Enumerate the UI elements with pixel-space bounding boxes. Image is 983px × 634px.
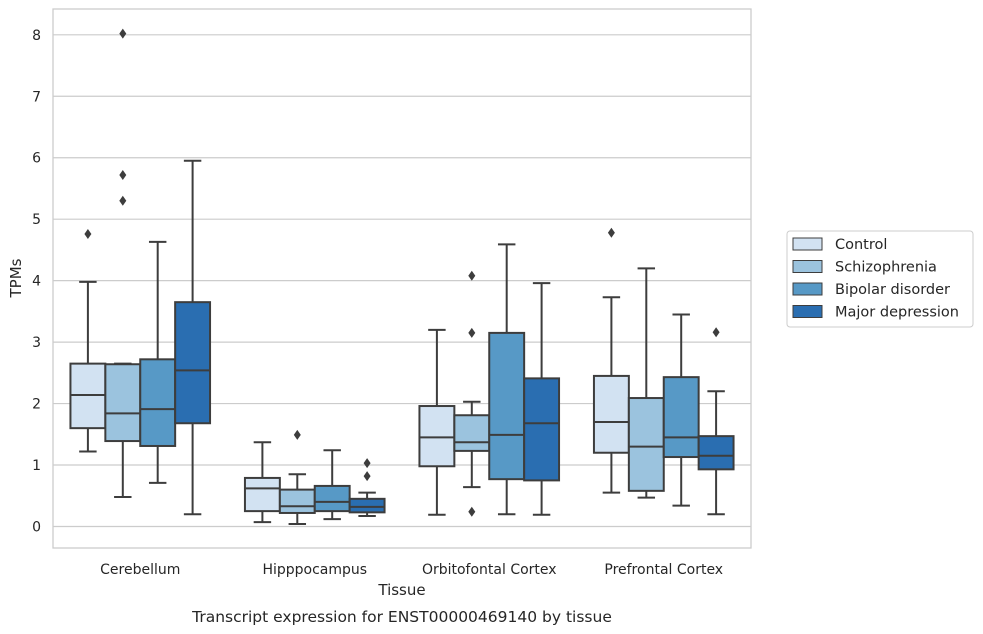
- legend-label: Bipolar disorder: [835, 282, 950, 298]
- legend-swatch: [792, 237, 823, 251]
- iqr-box: [523, 377, 561, 482]
- iqr-box: [313, 484, 351, 513]
- y-tick-label: 8: [32, 28, 41, 44]
- legend-frame: [786, 230, 974, 328]
- iqr-box: [104, 363, 142, 443]
- outlier-point: [468, 506, 476, 517]
- iqr-box: [453, 414, 491, 452]
- y-tick-label: 4: [32, 274, 41, 290]
- outlier-point: [363, 458, 371, 469]
- x-tick-label: Hipppocampus: [262, 562, 367, 578]
- box-groups: [69, 28, 735, 526]
- x-tick-label: Prefrontal Cortex: [604, 562, 723, 578]
- legend-swatch: [792, 282, 823, 296]
- box-group: [418, 243, 561, 517]
- outlier-point: [607, 227, 615, 238]
- iqr-box: [418, 405, 456, 468]
- y-tick-label: 0: [32, 519, 41, 535]
- y-axis-label: TPMs: [7, 258, 25, 298]
- y-tick-label: 5: [32, 212, 41, 228]
- iqr-box: [243, 476, 281, 513]
- legend-swatch: [792, 260, 823, 273]
- iqr-box: [348, 497, 386, 514]
- outlier-point: [119, 195, 127, 206]
- outlier-point: [712, 327, 720, 338]
- outlier-point: [363, 471, 371, 482]
- y-tick-labels: 0 1 2 3 4 5 6 7 8: [32, 28, 41, 536]
- box-group: [592, 227, 735, 516]
- legend-swatch: [792, 305, 823, 318]
- y-tick-label: 2: [32, 397, 41, 413]
- iqr-box: [697, 435, 735, 471]
- outlier-point: [468, 327, 476, 338]
- legend-label: Major depression: [835, 305, 959, 321]
- x-tick-labels: Cerebellum Hipppocampus Orbitofontal Corte…: [100, 562, 723, 578]
- box-group: [69, 28, 212, 516]
- outlier-point: [468, 270, 476, 281]
- box-group: [243, 429, 386, 526]
- outlier-point: [84, 228, 92, 239]
- outlier-point: [293, 429, 301, 440]
- y-tick-label: 1: [32, 458, 41, 474]
- iqr-box: [592, 374, 630, 454]
- legend: Control Schizophrenia Bipolar disorder Majo…: [786, 230, 974, 328]
- y-tick-label: 6: [32, 151, 41, 167]
- plot-area-frame: [52, 8, 752, 549]
- outlier-point: [119, 169, 127, 180]
- y-tick-label: 3: [32, 335, 41, 351]
- iqr-box: [662, 376, 700, 459]
- iqr-box: [278, 488, 316, 514]
- x-tick-label: Orbitofontal Cortex: [422, 562, 557, 578]
- iqr-box: [174, 301, 212, 425]
- iqr-box: [488, 331, 526, 481]
- iqr-box: [627, 397, 665, 492]
- outlier-point: [119, 28, 127, 39]
- legend-label: Control: [835, 237, 887, 253]
- iqr-box: [139, 358, 177, 447]
- x-tick-label: Cerebellum: [100, 562, 180, 578]
- legend-label: Schizophrenia: [835, 260, 937, 276]
- chart-caption: Transcript expression for ENST0000046914…: [191, 608, 612, 626]
- x-axis-label: Tissue: [377, 581, 425, 599]
- y-tick-label: 7: [32, 89, 41, 105]
